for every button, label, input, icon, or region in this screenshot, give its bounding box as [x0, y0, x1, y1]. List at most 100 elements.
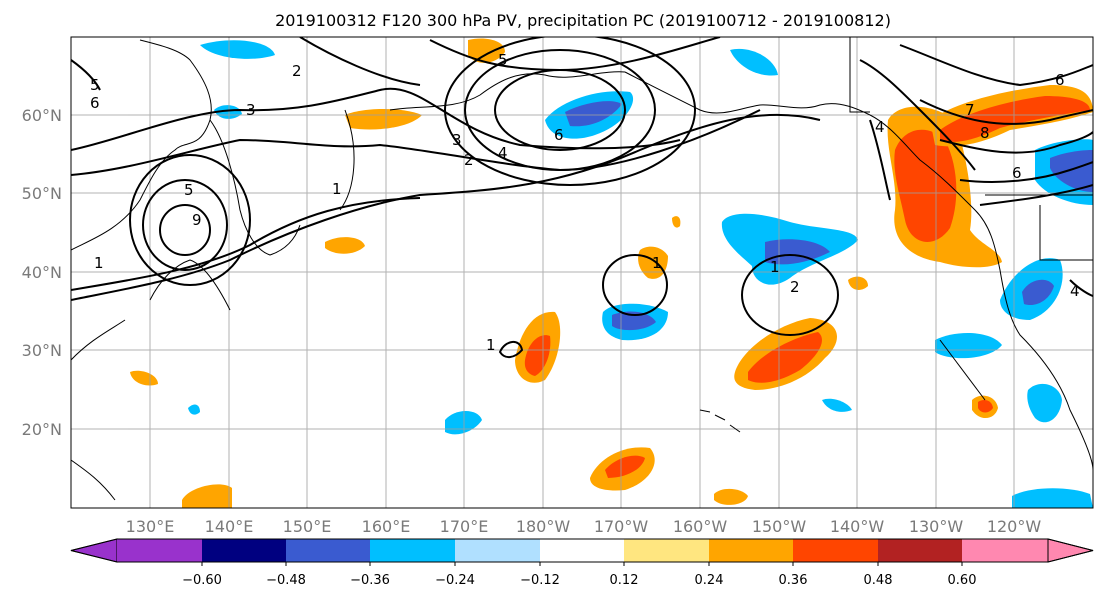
- lon-label: 160°E: [362, 517, 411, 536]
- colorbar-label: 0.36: [779, 573, 808, 588]
- colorbar-segment: [202, 539, 286, 562]
- neg-anomaly-california-core: [1022, 279, 1054, 306]
- colorbar-segment: [793, 539, 878, 562]
- colorbar-label: 0.48: [864, 573, 893, 588]
- pos-anomaly-alaska-w: [468, 38, 505, 63]
- contour-label: 1: [486, 336, 496, 354]
- pos-anomaly-155w-s: [714, 488, 748, 505]
- colorbar-label: 0.60: [948, 573, 977, 588]
- colorbar-segment: [286, 539, 370, 562]
- neg-anomaly-baja: [935, 333, 1002, 359]
- lon-label: 180°W: [516, 517, 571, 536]
- pos-anomaly-bc-ne-core: [940, 96, 1090, 142]
- colorbar-segment: [624, 539, 709, 562]
- colorbar-outline: [70, 538, 1094, 563]
- contour-label: 5: [184, 181, 194, 199]
- precip-shading: [130, 38, 1093, 508]
- colorbar-segments: [70, 538, 1094, 563]
- lon-label: 160°W: [673, 517, 728, 536]
- colorbar-segment: [117, 539, 202, 562]
- lat-label: 20°N: [22, 420, 62, 439]
- colorbar-segment: [540, 539, 624, 562]
- gridlines: [71, 37, 1093, 508]
- contour-label: 4: [875, 118, 885, 136]
- colorbar-label: −0.12: [520, 573, 560, 588]
- map-panel: 5 6 2 3 5 6 3 2 4 1 5 9 1 1 1 1 2 6 7 8 …: [71, 37, 1093, 508]
- contour-label: 3: [452, 131, 462, 149]
- colorbar-ticks: [201, 562, 963, 566]
- lon-label: 150°E: [283, 517, 332, 536]
- neg-anomaly-west: [188, 404, 200, 415]
- contour-label: 1: [94, 254, 104, 272]
- lat-label: 50°N: [22, 184, 62, 203]
- contour-label: 9: [192, 211, 202, 229]
- neg-anomaly-mexico: [1027, 383, 1062, 423]
- colorbar-label: 0.24: [695, 573, 724, 588]
- pos-anomaly-150w-core: [748, 332, 822, 383]
- colorbar-label: 0.12: [610, 573, 639, 588]
- lon-label: 120°W: [987, 517, 1042, 536]
- colorbar-label: −0.36: [350, 573, 390, 588]
- contour-label: 4: [1070, 282, 1080, 300]
- contour-label: 6: [554, 126, 564, 144]
- pos-anomaly-dateline-core: [524, 335, 551, 376]
- pos-anomaly-170e: [672, 216, 681, 228]
- lat-label: 60°N: [22, 106, 62, 125]
- colorbar-segment: [962, 539, 1048, 562]
- contour-label: 5: [90, 76, 100, 94]
- contour-label: 2: [292, 62, 302, 80]
- lon-label: 170°W: [594, 517, 649, 536]
- contour-label: 4: [498, 144, 508, 162]
- colorbar-labels: −0.60 −0.48 −0.36 −0.24 −0.12 0.12 0.24 …: [182, 573, 976, 588]
- lon-label: 140°E: [205, 517, 254, 536]
- contour-label: 5: [498, 51, 508, 69]
- contour-label: 6: [1012, 164, 1022, 182]
- neg-anomaly-hawaii: [822, 398, 852, 412]
- neg-anomaly-central-core: [765, 239, 830, 265]
- contour-label: 6: [90, 94, 100, 112]
- pos-anomaly-165w-s-core: [605, 455, 645, 478]
- neg-anomaly-bering: [200, 40, 275, 59]
- contour-label: 6: [1055, 71, 1065, 89]
- map-frame: [70, 36, 1094, 509]
- pos-anomaly-japan: [325, 237, 365, 254]
- neg-anomaly-yukon: [730, 48, 778, 76]
- pos-anomaly-140e-s: [182, 484, 232, 508]
- colorbar: −0.60 −0.48 −0.36 −0.24 −0.12 0.12 0.24 …: [70, 538, 1094, 588]
- colorbar-segment: [709, 539, 793, 562]
- neg-anomaly-south: [1012, 488, 1093, 508]
- contour-label: 7: [965, 101, 975, 119]
- contour-label: 8: [980, 124, 990, 142]
- lon-label: 170°E: [440, 517, 489, 536]
- contour-label: 1: [652, 254, 662, 272]
- lat-labels: 60°N 50°N 40°N 30°N 20°N: [22, 106, 62, 439]
- map-title: 2019100312 F120 300 hPa PV, precipitatio…: [275, 11, 891, 30]
- colorbar-segment: [455, 539, 540, 562]
- lon-label: 130°E: [126, 517, 175, 536]
- colorbar-label: −0.24: [435, 573, 475, 588]
- colorbar-extend-low: [70, 538, 118, 563]
- colorbar-segment: [878, 539, 962, 562]
- neg-anomaly-alaska-core: [565, 101, 622, 127]
- coastlines: [71, 37, 1093, 501]
- lon-labels: 130°E 140°E 150°E 160°E 170°E 180°W 170°…: [126, 517, 1042, 536]
- contour-label: 1: [770, 258, 780, 276]
- lat-label: 30°N: [22, 341, 62, 360]
- lat-label: 40°N: [22, 263, 62, 282]
- pos-anomaly-canada-coast-core: [894, 129, 957, 242]
- contour-label: 2: [790, 278, 800, 296]
- contour-label: 1: [332, 180, 342, 198]
- pos-anomaly-140w-30n: [848, 276, 868, 290]
- contour-labels: 5 6 2 3 5 6 3 2 4 1 5 9 1 1 1 1 2 6 7 8 …: [90, 51, 1080, 354]
- colorbar-label: −0.60: [182, 573, 222, 588]
- neg-anomaly-canada-core: [1050, 150, 1093, 192]
- colorbar-label: −0.48: [266, 573, 306, 588]
- lon-label: 150°W: [752, 517, 807, 536]
- neg-anomaly-30n-core: [612, 311, 656, 331]
- pos-anomaly-bering: [345, 108, 422, 130]
- pv-contours: [71, 37, 1093, 358]
- colorbar-segment: [370, 539, 455, 562]
- lon-label: 140°W: [830, 517, 885, 536]
- lon-label: 130°W: [909, 517, 964, 536]
